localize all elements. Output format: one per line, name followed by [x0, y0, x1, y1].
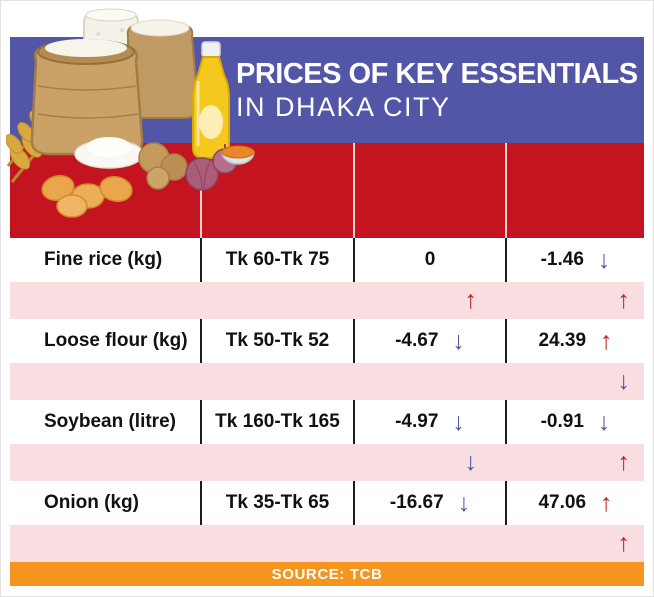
- price-value: Tk 50-Tk 52: [225, 330, 330, 351]
- change-arrow: ↓: [597, 407, 611, 436]
- price-cell: Tk 35-Tk 65: [200, 481, 353, 525]
- change-value: -16.67: [389, 492, 444, 513]
- infographic-content: PRICES OF KEY ESSENTIALS IN DHAKA CITY F…: [10, 10, 644, 587]
- change-arrow: ↓: [597, 245, 611, 274]
- trend-arrow: ↓: [617, 367, 631, 395]
- header: PRICES OF KEY ESSENTIALS IN DHAKA CITY: [10, 10, 644, 143]
- item-cell: Onion (kg): [10, 481, 200, 525]
- spacer-cell: [10, 282, 200, 319]
- price-value: Tk 160-Tk 165: [215, 411, 340, 432]
- change-cell: -1.46 ↓: [505, 238, 644, 282]
- item-label: Onion (kg): [44, 492, 139, 513]
- title-line1: PRICES OF KEY ESSENTIALS: [236, 58, 638, 91]
- change-value: 47.06: [538, 492, 587, 513]
- spacer-row: ↓ ↑: [10, 444, 644, 481]
- source-band: SOURCE: TCB: [10, 562, 644, 586]
- item-cell: Loose flour (kg): [10, 319, 200, 363]
- change-cell: -0.91 ↓: [505, 400, 644, 444]
- change-arrow: ↓: [457, 488, 471, 517]
- source-text: SOURCE: TCB: [271, 565, 383, 583]
- change-value: -4.67: [395, 330, 439, 351]
- change-value: -1.46: [540, 249, 584, 270]
- spacer-arrow-cell: ↑: [505, 282, 644, 319]
- table-row: Soybean (litre) Tk 160-Tk 165 -4.97 ↓ -0.…: [10, 400, 644, 444]
- change-cell: -4.97 ↓: [353, 400, 505, 444]
- item-label: Loose flour (kg): [44, 330, 188, 351]
- spacer-row: ↑ ↑: [10, 282, 644, 319]
- trend-arrow: ↑: [617, 529, 631, 557]
- price-cell: Tk 50-Tk 52: [200, 319, 353, 363]
- spacer-row: ↑: [10, 525, 644, 562]
- trend-arrow: ↓: [464, 448, 478, 476]
- change-arrow: ↑: [600, 326, 613, 355]
- spacer-cell: [10, 444, 200, 481]
- price-cell: Tk 60-Tk 75: [200, 238, 353, 282]
- item-label: Soybean (litre): [44, 411, 176, 432]
- change-cell: 0: [353, 238, 505, 282]
- price-cell: Tk 160-Tk 165: [200, 400, 353, 444]
- item-cell: Fine rice (kg): [10, 238, 200, 282]
- spacer-cell: [10, 363, 200, 400]
- change-arrow: ↑: [600, 488, 613, 517]
- header-cell-change-1: [353, 143, 505, 238]
- item-label: Fine rice (kg): [44, 249, 163, 270]
- header-cell-change-2: [505, 143, 644, 238]
- header-cell-item: [10, 143, 200, 238]
- trend-arrow: ↑: [617, 286, 631, 314]
- spacer-arrow-cell: [353, 363, 505, 400]
- spacer-arrow-cell: ↑: [505, 525, 644, 562]
- item-cell: Soybean (litre): [10, 400, 200, 444]
- spacer-arrow-cell: ↓: [353, 444, 505, 481]
- title-line2: IN DHAKA CITY: [236, 91, 451, 122]
- price-value: Tk 35-Tk 65: [225, 492, 330, 513]
- change-cell: -4.67 ↓: [353, 319, 505, 363]
- title-band: PRICES OF KEY ESSENTIALS IN DHAKA CITY: [10, 37, 644, 143]
- table-row: Fine rice (kg) Tk 60-Tk 75 0 -1.46 ↓: [10, 238, 644, 282]
- table-header-band: [10, 143, 644, 238]
- spacer-arrow-cell: ↑: [505, 444, 644, 481]
- header-cell-price: [200, 143, 353, 238]
- change-value: -0.91: [540, 411, 584, 432]
- trend-arrow: ↑: [617, 448, 631, 476]
- spacer-arrow-cell: ↓: [505, 363, 644, 400]
- change-arrow: ↓: [452, 407, 465, 436]
- price-value: Tk 60-Tk 75: [225, 249, 330, 270]
- spacer-cell: [200, 444, 353, 481]
- change-cell: 47.06 ↑: [505, 481, 644, 525]
- spacer-cell: [200, 363, 353, 400]
- spacer-cell: [200, 525, 353, 562]
- spacer-arrow-cell: ↑: [353, 282, 505, 319]
- spacer-cell: [200, 282, 353, 319]
- spacer-cell: [10, 525, 200, 562]
- change-value: -4.97: [395, 411, 439, 432]
- table-row: Loose flour (kg) Tk 50-Tk 52 -4.67 ↓ 24.3…: [10, 319, 644, 363]
- trend-arrow: ↑: [464, 286, 478, 314]
- table-row: Onion (kg) Tk 35-Tk 65 -16.67 ↓ 47.06 ↑: [10, 481, 644, 525]
- spacer-arrow-cell: [353, 525, 505, 562]
- change-cell: -16.67 ↓: [353, 481, 505, 525]
- spacer-row: ↓: [10, 363, 644, 400]
- change-value: 0: [424, 249, 436, 270]
- change-value: 24.39: [538, 330, 587, 351]
- change-cell: 24.39 ↑: [505, 319, 644, 363]
- change-arrow: ↓: [452, 326, 465, 355]
